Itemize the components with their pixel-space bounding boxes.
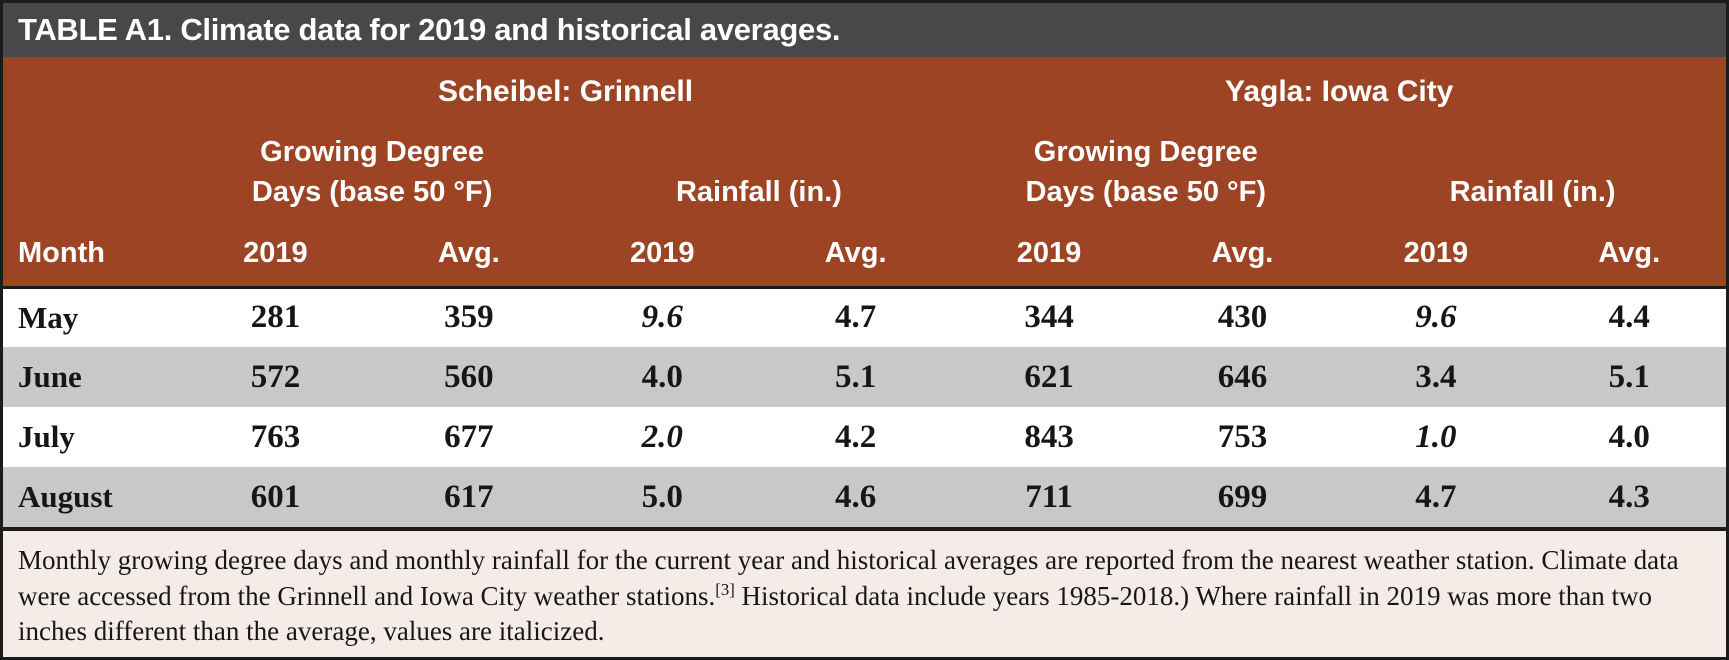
value-cell: 1.0	[1339, 407, 1533, 467]
gdd-header-line2: Days (base 50 °F)	[251, 176, 493, 209]
value-cell: 621	[952, 347, 1146, 407]
measure-header-row: Growing Degree Days (base 50 °F) Rainfal…	[3, 119, 1726, 221]
value-cell: 4.2	[758, 407, 953, 467]
value-cell: 677	[372, 407, 566, 467]
value-cell: 2.0	[565, 407, 759, 467]
value-cell: 843	[952, 407, 1146, 467]
rain-avg-header-grinnell: Avg.	[758, 221, 953, 289]
table-body: May 281 359 9.6 4.7 344 430 9.6 4.4 June 572 560 4.0…	[3, 287, 1726, 527]
month-cell: June	[3, 347, 179, 407]
table-title-bar: TABLE A1. Climate data for 2019 and hist…	[3, 3, 1726, 57]
value-cell: 4.7	[1339, 467, 1533, 527]
value-cell: 4.7	[758, 287, 953, 347]
rain-2019-header-iowa-city: 2019	[1339, 221, 1533, 289]
value-cell: 572	[178, 347, 373, 407]
value-cell: 5.1	[758, 347, 953, 407]
value-cell: 601	[178, 467, 373, 527]
gdd-avg-header-iowa-city: Avg.	[1145, 221, 1340, 289]
measure-header-spacer	[3, 119, 179, 221]
value-cell: 4.0	[565, 347, 759, 407]
value-cell: 646	[1145, 347, 1340, 407]
month-cell: May	[3, 287, 179, 347]
value-cell: 5.0	[565, 467, 759, 527]
gdd-header-line2: Days (base 50 °F)	[1025, 176, 1266, 209]
table-row: May 281 359 9.6 4.7 344 430 9.6 4.4	[3, 287, 1726, 347]
value-cell: 9.6	[565, 287, 759, 347]
gdd-header-line1: Growing Degree	[1033, 135, 1258, 168]
year-header-row: Month 2019 Avg. 2019 Avg. 2019 Avg. 2019…	[3, 221, 1726, 289]
value-cell: 4.3	[1532, 467, 1726, 527]
footnote-citation-ref: [3]	[715, 579, 735, 599]
value-cell: 617	[372, 467, 566, 527]
value-cell: 9.6	[1339, 287, 1533, 347]
value-cell: 344	[952, 287, 1146, 347]
table-header: Scheibel: Grinnell Yagla: Iowa City Grow…	[3, 57, 1726, 289]
gdd-header-iowa-city: Growing Degree Days (base 50 °F)	[952, 119, 1340, 221]
value-cell: 763	[178, 407, 373, 467]
gdd-2019-header-grinnell: 2019	[178, 221, 373, 289]
gdd-avg-header-grinnell: Avg.	[372, 221, 566, 289]
value-cell: 711	[952, 467, 1146, 527]
rainfall-header-iowa-city: Rainfall (in.)	[1339, 119, 1726, 221]
station-header-iowa-city: Yagla: Iowa City	[952, 57, 1726, 119]
value-cell: 281	[178, 287, 373, 347]
footnote-text-before-ref: Monthly growing degree days and monthly …	[18, 545, 1679, 611]
value-cell: 5.1	[1532, 347, 1726, 407]
value-cell: 4.4	[1532, 287, 1726, 347]
gdd-header-grinnell: Growing Degree Days (base 50 °F)	[178, 119, 566, 221]
station-header-spacer	[3, 57, 179, 119]
value-cell: 3.4	[1339, 347, 1533, 407]
value-cell: 753	[1145, 407, 1340, 467]
station-header-grinnell: Scheibel: Grinnell	[178, 57, 953, 119]
gdd-2019-header-iowa-city: 2019	[952, 221, 1146, 289]
table-title: TABLE A1. Climate data for 2019 and hist…	[18, 12, 841, 47]
month-cell: July	[3, 407, 179, 467]
rainfall-header-grinnell: Rainfall (in.)	[565, 119, 953, 221]
value-cell: 4.6	[758, 467, 953, 527]
value-cell: 560	[372, 347, 566, 407]
rain-2019-header-grinnell: 2019	[565, 221, 759, 289]
footnote: Monthly growing degree days and monthly …	[3, 527, 1726, 657]
value-cell: 430	[1145, 287, 1340, 347]
station-header-row: Scheibel: Grinnell Yagla: Iowa City	[3, 57, 1726, 119]
footnote-text-after-ref: Historical data include years 1985-2018.…	[18, 580, 1653, 647]
climate-data-table: Scheibel: Grinnell Yagla: Iowa City Grow…	[3, 57, 1726, 527]
table-row: June 572 560 4.0 5.1 621 646 3.4 5.1	[3, 347, 1726, 407]
table-row: August 601 617 5.0 4.6 711 699 4.7 4.3	[3, 467, 1726, 527]
rain-avg-header-iowa-city: Avg.	[1532, 221, 1726, 289]
value-cell: 699	[1145, 467, 1340, 527]
table-row: July 763 677 2.0 4.2 843 753 1.0 4.0	[3, 407, 1726, 467]
month-cell: August	[3, 467, 179, 527]
month-column-header: Month	[3, 221, 179, 289]
value-cell: 359	[372, 287, 566, 347]
value-cell: 4.0	[1532, 407, 1726, 467]
gdd-header-line1: Growing Degree	[260, 135, 485, 168]
